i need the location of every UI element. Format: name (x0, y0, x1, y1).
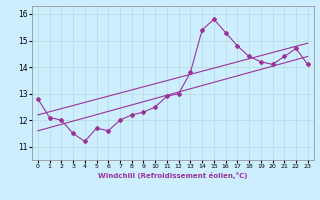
X-axis label: Windchill (Refroidissement éolien,°C): Windchill (Refroidissement éolien,°C) (98, 172, 247, 179)
